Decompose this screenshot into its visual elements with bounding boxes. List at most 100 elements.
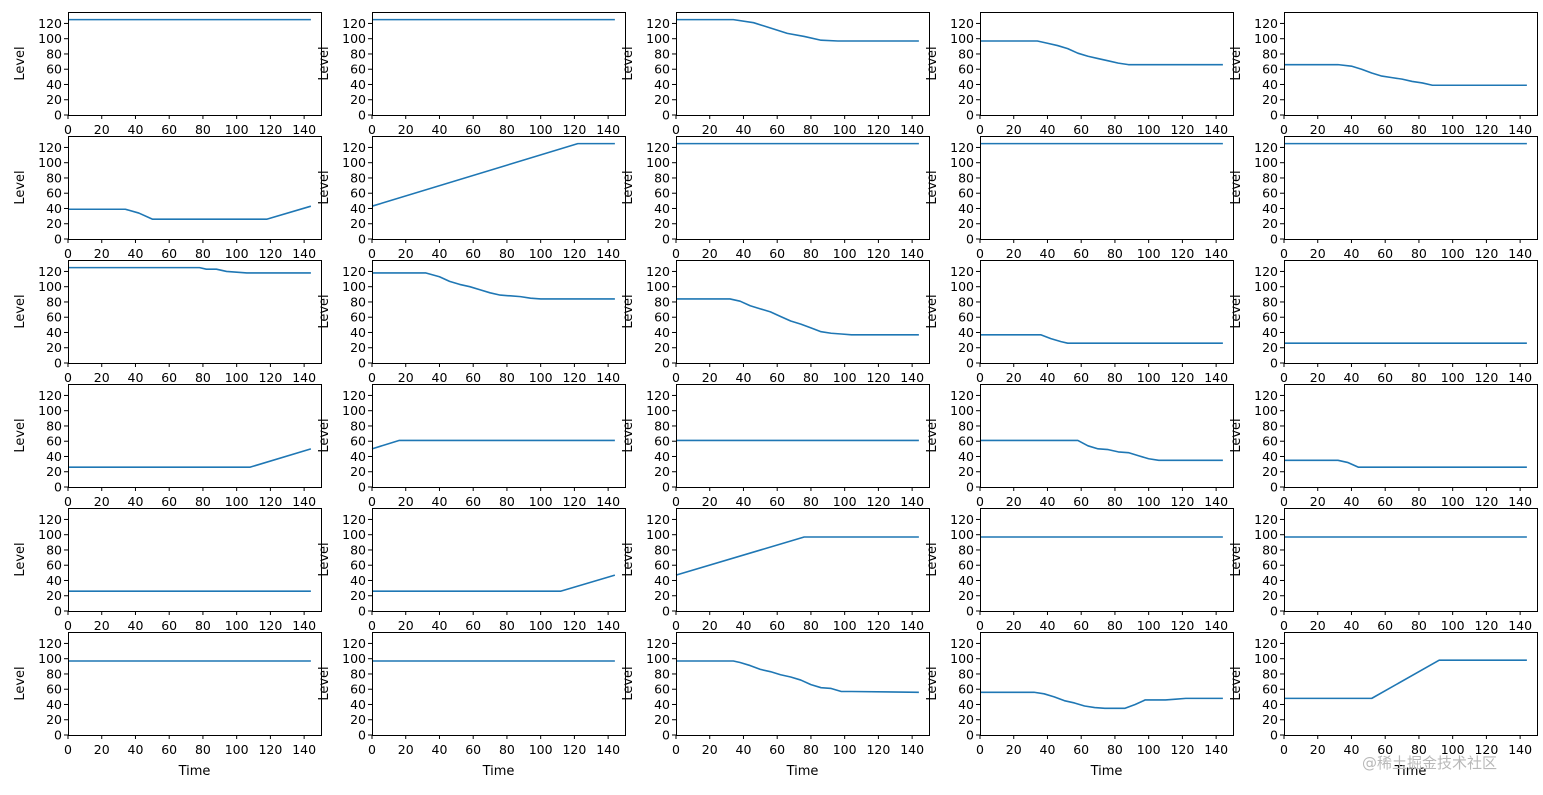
y-tick-label: 20 — [46, 464, 62, 479]
y-tick-label: 0 — [966, 356, 974, 371]
y-axis-label: Level — [13, 666, 28, 700]
x-tick-label: 20 — [702, 742, 718, 757]
y-tick-label: 120 — [646, 512, 670, 527]
y-tick-label: 40 — [46, 573, 62, 588]
y-tick-label: 60 — [350, 682, 366, 697]
x-tick-label: 20 — [94, 494, 110, 509]
x-tick-label: 80 — [499, 618, 515, 633]
y-tick-label: 20 — [350, 464, 366, 479]
x-tick-label: 0 — [1280, 742, 1288, 757]
x-tick-label: 60 — [161, 370, 177, 385]
y-tick-label: 100 — [342, 403, 366, 418]
y-tick-label: 0 — [54, 728, 62, 743]
y-tick-label: 120 — [38, 388, 62, 403]
y-tick-label: 100 — [950, 155, 974, 170]
y-tick-label: 20 — [1262, 340, 1278, 355]
y-tick-label: 80 — [958, 418, 974, 433]
x-tick-label: 80 — [499, 742, 515, 757]
x-tick-label: 60 — [769, 494, 785, 509]
x-tick-label: 0 — [976, 742, 984, 757]
x-tick-label: 120 — [562, 246, 586, 261]
axes-frame — [68, 384, 322, 488]
y-tick-label: 20 — [958, 92, 974, 107]
watermark-text: @稀土掘金技术社区 — [1362, 754, 1498, 772]
y-tick-label: 60 — [1262, 186, 1278, 201]
x-tick-label: 80 — [1411, 370, 1427, 385]
axes-frame — [68, 260, 322, 364]
x-tick-label: 100 — [529, 246, 553, 261]
x-tick-label: 140 — [1204, 370, 1228, 385]
y-tick-label: 0 — [662, 108, 670, 123]
x-tick-label: 60 — [1073, 618, 1089, 633]
x-tick-label: 60 — [161, 122, 177, 137]
y-tick-label: 80 — [1262, 666, 1278, 681]
x-tick-label: 60 — [769, 246, 785, 261]
y-tick-label: 20 — [350, 340, 366, 355]
y-axis-label: Level — [317, 666, 332, 700]
y-tick-label: 80 — [1262, 46, 1278, 61]
x-tick-label: 140 — [1204, 618, 1228, 633]
x-tick-label: 0 — [64, 370, 72, 385]
y-tick-label: 60 — [46, 434, 62, 449]
x-tick-label: 0 — [672, 618, 680, 633]
y-tick-label: 80 — [46, 46, 62, 61]
y-tick-label: 120 — [1254, 264, 1278, 279]
x-tick-label: 100 — [529, 370, 553, 385]
y-axis-label: Level — [317, 542, 332, 576]
y-tick-label: 120 — [1254, 388, 1278, 403]
x-tick-label: 80 — [195, 122, 211, 137]
x-tick-label: 20 — [1310, 122, 1326, 137]
axes-frame — [372, 508, 626, 612]
y-tick-label: 40 — [46, 325, 62, 340]
x-tick-label: 120 — [562, 494, 586, 509]
x-tick-label: 100 — [529, 742, 553, 757]
x-tick-label: 60 — [465, 494, 481, 509]
x-tick-label: 100 — [833, 370, 857, 385]
y-tick-label: 100 — [1254, 279, 1278, 294]
x-tick-label: 0 — [368, 246, 376, 261]
x-tick-label: 60 — [161, 494, 177, 509]
y-tick-label: 80 — [958, 666, 974, 681]
x-tick-label: 120 — [1474, 494, 1498, 509]
y-tick-label: 0 — [662, 480, 670, 495]
y-tick-label: 40 — [1262, 77, 1278, 92]
x-tick-label: 80 — [195, 494, 211, 509]
axes-frame — [372, 260, 626, 364]
y-axis-label: Level — [317, 418, 332, 452]
y-tick-label: 80 — [1262, 418, 1278, 433]
y-tick-label: 20 — [1262, 92, 1278, 107]
y-tick-label: 20 — [350, 712, 366, 727]
axes-frame — [372, 12, 626, 116]
y-tick-label: 120 — [342, 16, 366, 31]
x-tick-label: 100 — [833, 742, 857, 757]
x-tick-label: 120 — [258, 122, 282, 137]
y-tick-label: 100 — [1254, 155, 1278, 170]
x-tick-label: 100 — [1441, 246, 1465, 261]
y-tick-label: 120 — [38, 264, 62, 279]
x-tick-label: 20 — [398, 122, 414, 137]
y-tick-label: 0 — [966, 108, 974, 123]
x-tick-label: 120 — [1474, 618, 1498, 633]
series-line — [980, 40, 1223, 66]
subplot-26: 0 20 40 60 80 100 120 140020406080100120LevelTi… — [13, 632, 322, 779]
x-tick-label: 120 — [1170, 370, 1194, 385]
x-tick-label: 140 — [900, 246, 924, 261]
y-tick-label: 120 — [1254, 512, 1278, 527]
y-tick-label: 60 — [958, 186, 974, 201]
x-tick-label: 100 — [1137, 742, 1161, 757]
axes-frame — [676, 12, 930, 116]
x-tick-label: 0 — [64, 742, 72, 757]
x-tick-label: 40 — [1344, 494, 1360, 509]
x-tick-label: 40 — [1040, 742, 1056, 757]
x-tick-label: 80 — [1107, 494, 1123, 509]
x-tick-label: 140 — [900, 122, 924, 137]
x-tick-label: 60 — [1377, 494, 1393, 509]
y-tick-label: 0 — [54, 108, 62, 123]
